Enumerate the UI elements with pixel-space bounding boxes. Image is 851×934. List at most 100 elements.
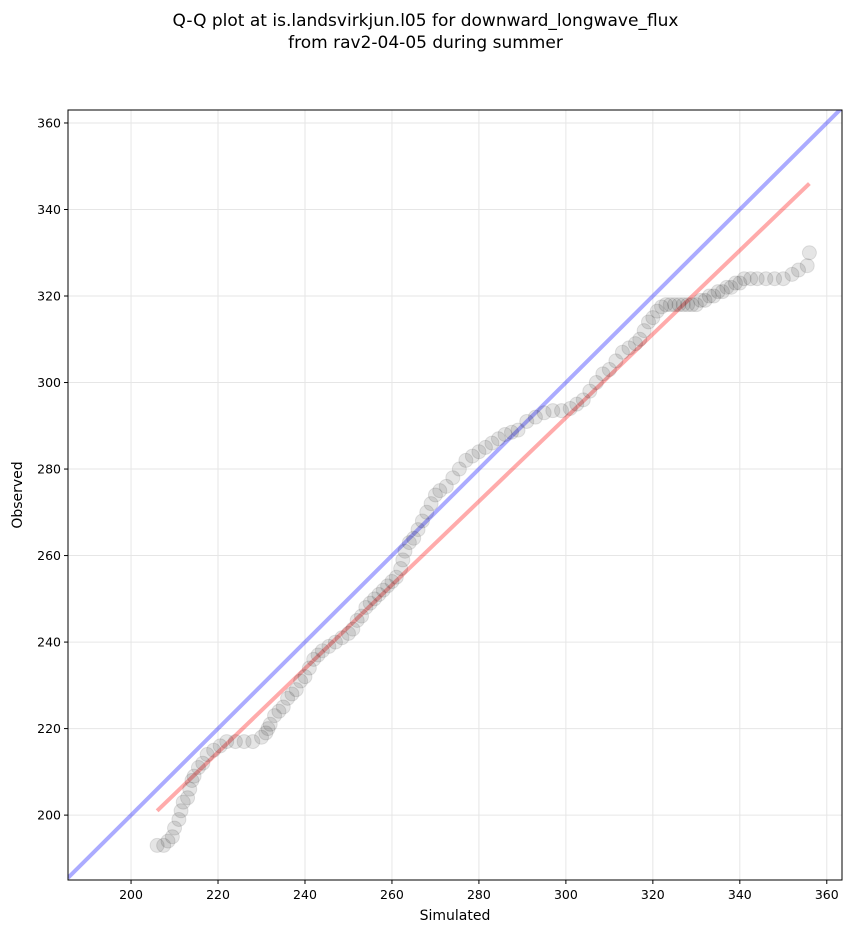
data-point: [358, 599, 374, 615]
data-points: [149, 245, 817, 853]
data-point: [654, 299, 670, 315]
data-point: [706, 288, 722, 304]
data-point: [297, 669, 313, 685]
data-point: [732, 275, 748, 291]
data-point: [388, 569, 404, 585]
data-point: [227, 734, 243, 750]
y-axis-label: Observed: [10, 461, 26, 528]
data-point: [767, 271, 783, 287]
data-point: [710, 284, 726, 300]
data-point: [723, 279, 739, 295]
data-point: [414, 513, 430, 529]
data-point: [288, 682, 304, 698]
data-point: [254, 729, 269, 745]
data-point: [658, 297, 674, 313]
data-point: [419, 504, 435, 520]
data-point: [262, 716, 278, 732]
data-point: [362, 595, 378, 611]
y-tick-label: 300: [37, 375, 61, 390]
data-point: [641, 314, 656, 330]
data-point: [545, 403, 561, 419]
data-point: [527, 409, 543, 425]
chart-title-line-2: from rav2-04-05 during summer: [288, 33, 563, 53]
data-point: [684, 297, 700, 313]
data-point: [186, 768, 202, 784]
data-point: [427, 487, 443, 503]
data-point: [367, 591, 383, 607]
y-tick-label: 280: [37, 462, 61, 477]
data-point: [393, 561, 409, 577]
data-point: [464, 448, 480, 464]
data-point: [701, 288, 717, 304]
data-point: [588, 375, 604, 391]
data-point: [195, 755, 211, 771]
data-point: [321, 638, 337, 654]
data-point: [490, 431, 506, 447]
data-point: [245, 734, 261, 750]
y-tick-label: 200: [37, 808, 61, 823]
data-point: [645, 310, 661, 326]
data-point: [349, 612, 365, 628]
y-tick-label: 220: [37, 721, 61, 736]
data-point: [340, 625, 356, 641]
x-tick-label: 200: [119, 887, 143, 902]
data-point: [671, 297, 687, 313]
data-point: [697, 292, 713, 308]
data-point: [167, 820, 183, 836]
data-point: [736, 271, 752, 287]
data-point: [432, 483, 448, 499]
y-tick-label: 340: [37, 202, 61, 217]
data-point: [749, 271, 765, 287]
x-tick-label: 280: [467, 887, 491, 902]
data-point: [649, 303, 665, 319]
data-point: [423, 496, 439, 512]
data-point: [236, 734, 252, 750]
data-point: [184, 773, 200, 789]
data-point: [632, 331, 648, 347]
y-tick-label: 360: [37, 115, 61, 130]
plot-frame: [67, 109, 843, 881]
data-point: [260, 721, 276, 737]
chart-title-line-1: Q-Q plot at is.landsvirkjun.l05 for down…: [172, 11, 679, 31]
data-point: [477, 439, 493, 455]
data-point: [575, 392, 591, 408]
data-point: [801, 245, 817, 261]
data-point: [375, 582, 391, 598]
data-point: [327, 634, 343, 650]
data-point: [306, 651, 322, 667]
data-point: [675, 297, 691, 313]
data-point: [799, 258, 815, 274]
axis-ticks: 200 220 240 260 280 300 320 340 360 200 220 240 260 2…: [37, 115, 839, 902]
data-point: [182, 781, 198, 797]
data-point: [784, 266, 800, 282]
data-point: [175, 794, 191, 810]
data-point: [199, 747, 215, 763]
data-point: [719, 279, 735, 295]
x-tick-label: 240: [293, 887, 317, 902]
data-point: [156, 837, 172, 853]
grid: [68, 110, 842, 880]
data-point: [791, 262, 807, 278]
data-point: [397, 543, 413, 559]
data-point: [484, 435, 500, 451]
data-point: [614, 344, 630, 360]
data-point: [371, 586, 387, 602]
data-point: [219, 734, 235, 750]
data-point: [562, 400, 578, 416]
data-point: [334, 630, 350, 646]
data-point: [582, 383, 598, 399]
data-point: [410, 522, 426, 538]
data-point: [438, 478, 454, 494]
data-point: [284, 686, 300, 702]
data-point: [380, 578, 396, 594]
y-tick-label: 240: [37, 635, 61, 650]
data-point: [554, 403, 570, 419]
x-tick-label: 300: [554, 887, 578, 902]
x-axis-label: Simulated: [420, 908, 491, 924]
fit-line: [155, 182, 811, 813]
data-point: [206, 742, 222, 758]
data-point: [504, 424, 520, 440]
data-point: [569, 396, 585, 412]
data-point: [662, 297, 678, 313]
